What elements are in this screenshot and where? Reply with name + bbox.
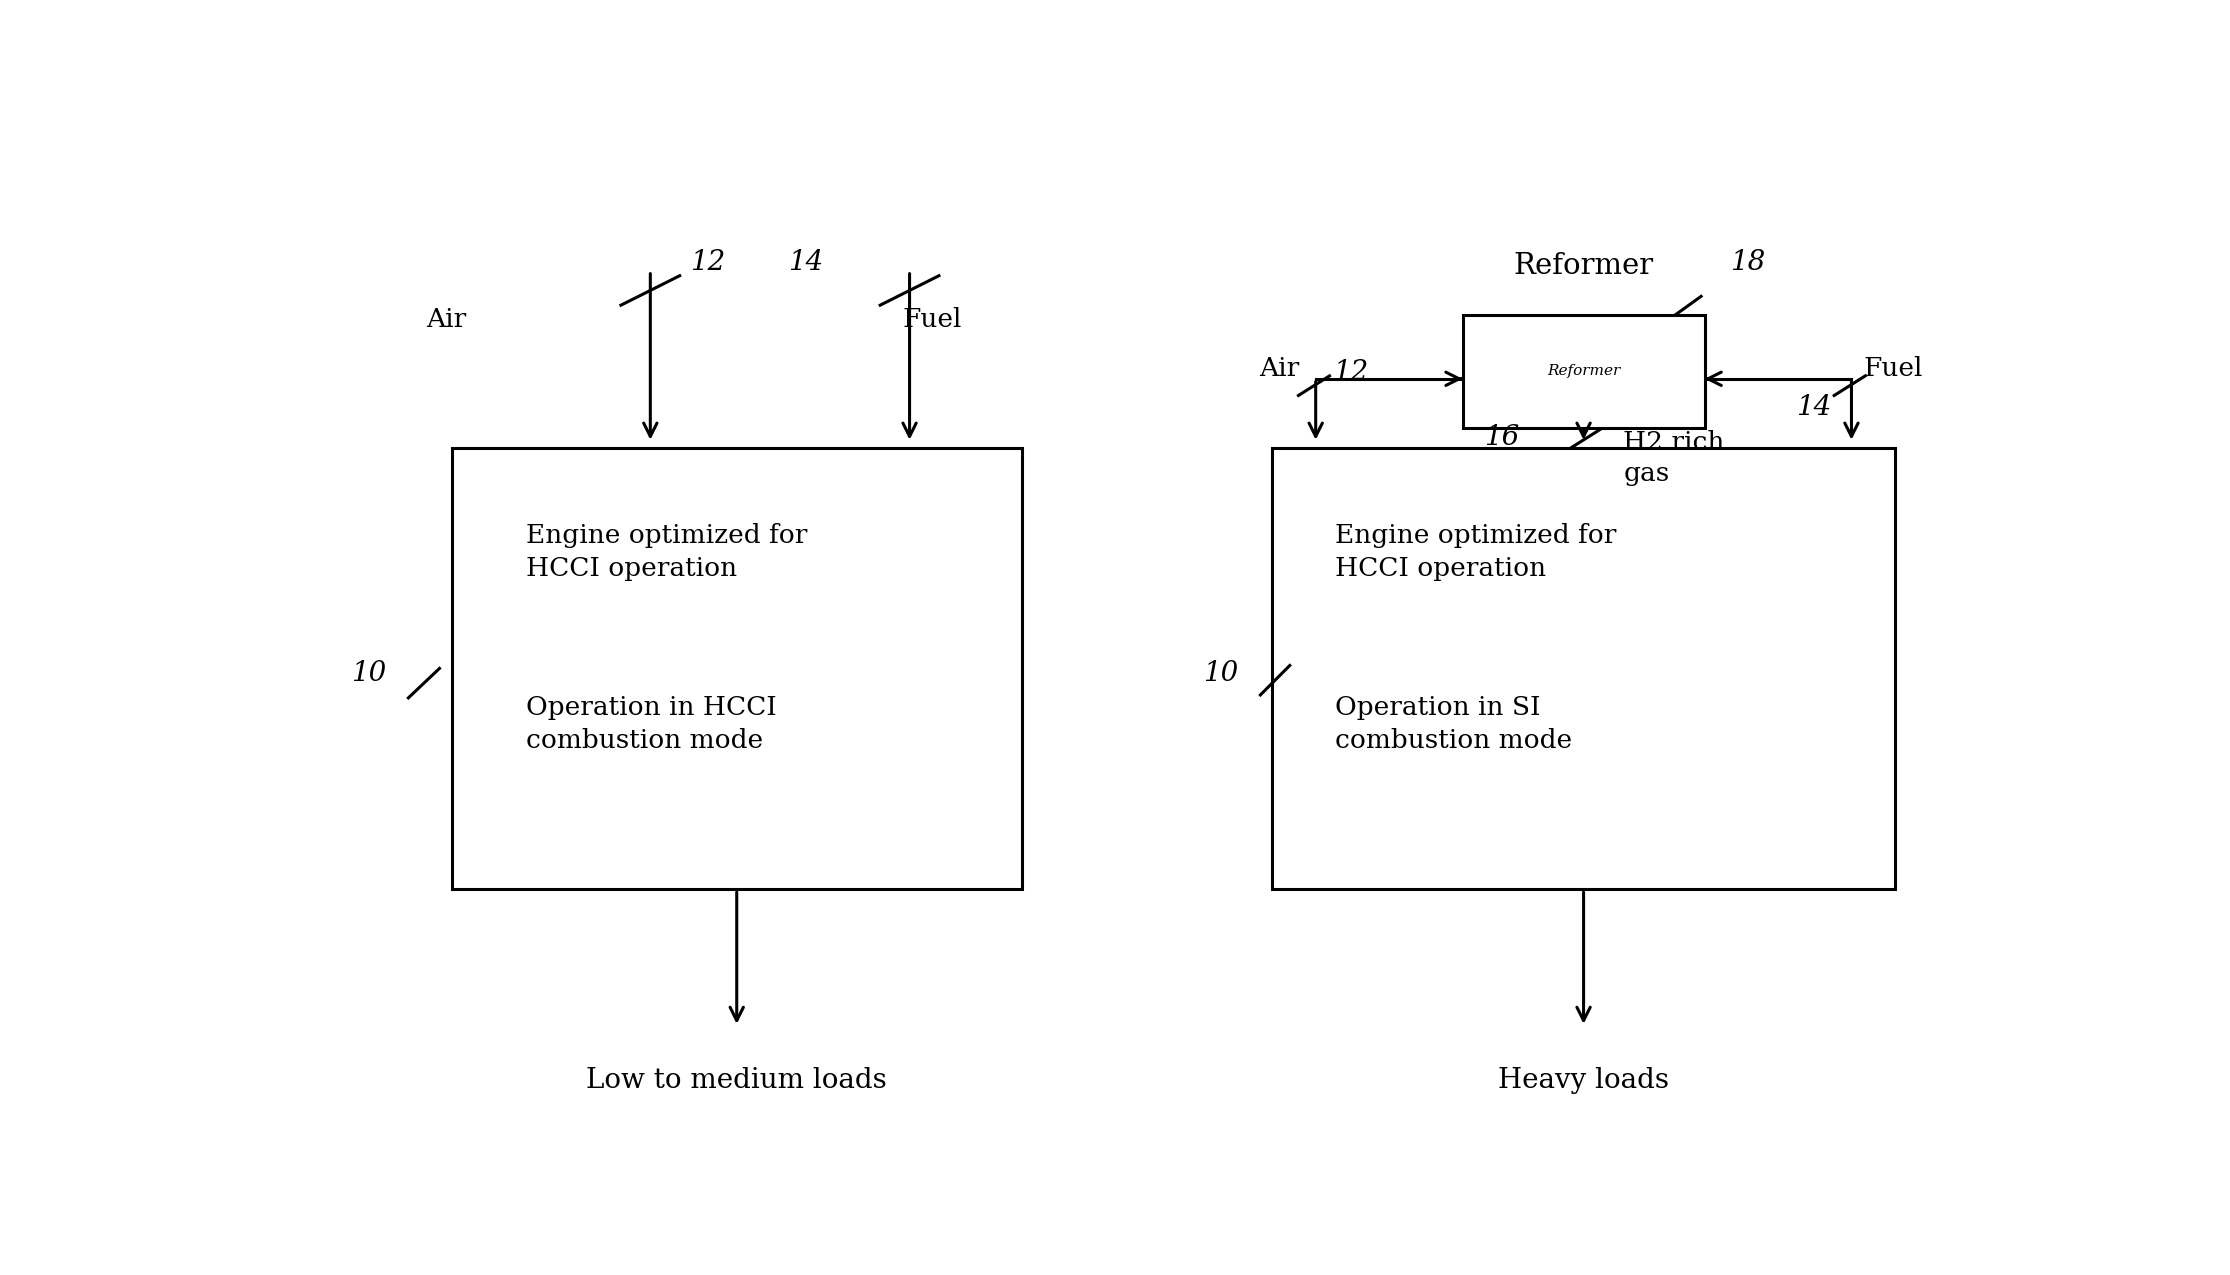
Text: Air: Air: [426, 307, 466, 333]
Text: 14: 14: [787, 249, 823, 275]
Text: 10: 10: [350, 660, 386, 687]
Text: 16: 16: [1485, 425, 1519, 451]
Text: 12: 12: [689, 249, 725, 275]
Bar: [1463, 315, 1704, 428]
Text: Operation in SI
combustion mode: Operation in SI combustion mode: [1336, 695, 1572, 754]
Text: Engine optimized for
HCCI operation: Engine optimized for HCCI operation: [526, 523, 807, 580]
Text: H2 rich
gas: H2 rich gas: [1623, 430, 1724, 486]
Text: 14: 14: [1795, 394, 1831, 421]
Text: Operation in HCCI
combustion mode: Operation in HCCI combustion mode: [526, 695, 776, 754]
Bar: [450, 448, 1021, 890]
Text: 12: 12: [1334, 358, 1369, 385]
Text: Fuel: Fuel: [901, 307, 961, 333]
Text: Reformer: Reformer: [1514, 252, 1655, 280]
Text: 18: 18: [1730, 249, 1766, 275]
Text: 10: 10: [1202, 660, 1238, 687]
Text: Air: Air: [1258, 357, 1298, 381]
Text: Low to medium loads: Low to medium loads: [586, 1067, 888, 1094]
Text: Reformer: Reformer: [1548, 365, 1621, 379]
Bar: [1273, 448, 1896, 890]
Text: Engine optimized for
HCCI operation: Engine optimized for HCCI operation: [1336, 523, 1617, 580]
Text: Heavy loads: Heavy loads: [1499, 1067, 1668, 1094]
Text: Fuel: Fuel: [1864, 357, 1922, 381]
